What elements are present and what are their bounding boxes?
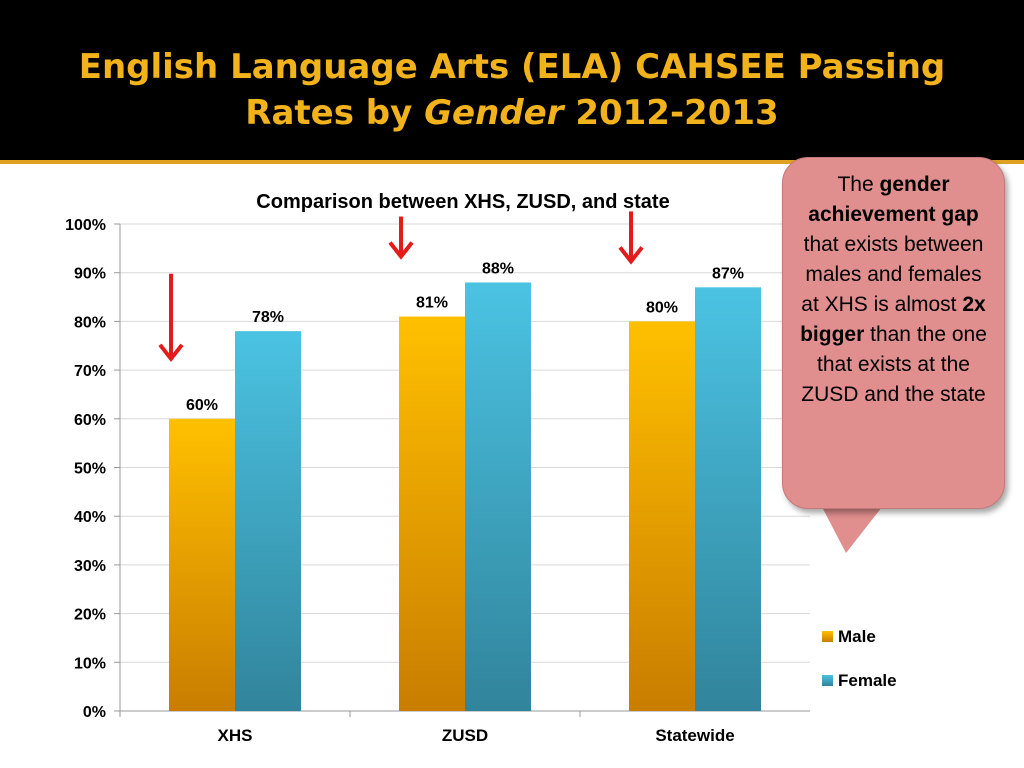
legend-swatch-male (822, 631, 833, 642)
legend-label: Male (838, 627, 876, 646)
bar-male-statewide (629, 321, 695, 711)
data-label: 81% (416, 295, 448, 312)
data-label: 80% (646, 299, 678, 316)
callout: The gender achievement gap that exists b… (782, 157, 1007, 557)
slide-title-line2: Rates by Gender 2012-2013 (0, 90, 1024, 136)
y-tick-label: 70% (74, 363, 106, 380)
callout-bold-2: 2x bigger (800, 293, 986, 346)
down-arrow-icon (618, 211, 644, 265)
bar-male-xhs (169, 418, 235, 711)
down-arrow-icon (388, 216, 414, 260)
data-label: 78% (252, 309, 284, 326)
chart-title: Comparison between XHS, ZUSD, and state (256, 191, 669, 213)
y-tick-label: 60% (74, 412, 106, 429)
title-prefix: Rates by (245, 93, 425, 133)
bar-female-zusd (465, 282, 531, 711)
callout-text-3: than the one that exists at the ZUSD and… (801, 323, 987, 406)
x-tick-label: Statewide (655, 726, 734, 745)
x-tick-label: XHS (218, 726, 253, 745)
y-tick-label: 80% (74, 314, 106, 331)
y-tick-label: 0% (83, 704, 106, 721)
bar-chart: Comparison between XHS, ZUSD, and state 0… (65, 191, 897, 745)
callout-text-2: that exists between males and females at… (801, 233, 984, 316)
bar-female-statewide (695, 287, 761, 711)
y-tick-label: 40% (74, 509, 106, 526)
y-tick-label: 30% (74, 558, 106, 575)
y-tick-label: 10% (74, 655, 106, 672)
y-tick-label: 20% (74, 607, 106, 624)
data-label: 88% (482, 260, 514, 277)
title-divider (0, 160, 1024, 164)
y-tick-label: 90% (74, 266, 106, 283)
y-tick-label: 100% (65, 217, 106, 234)
legend-label: Female (838, 671, 897, 690)
title-emphasis: Gender (424, 93, 564, 133)
title-suffix: 2012-2013 (563, 93, 779, 133)
callout-text-1: The (837, 173, 880, 196)
callout-box: The gender achievement gap that exists b… (782, 157, 1005, 509)
data-label: 87% (712, 265, 744, 282)
x-tick-label: ZUSD (442, 726, 488, 745)
legend-swatch-female (822, 675, 833, 686)
title-bar (0, 0, 1024, 160)
bar-male-zusd (399, 316, 465, 711)
y-tick-label: 50% (74, 461, 106, 478)
slide-title-line1: English Language Arts (ELA) CAHSEE Passi… (78, 47, 946, 87)
down-arrow-icon (158, 273, 184, 363)
slide-title: English Language Arts (ELA) CAHSEE Passi… (0, 44, 1024, 136)
data-label: 60% (186, 397, 218, 414)
callout-pointer (822, 507, 882, 553)
callout-bold-1: gender achievement gap (808, 173, 979, 226)
bar-female-xhs (235, 331, 301, 711)
